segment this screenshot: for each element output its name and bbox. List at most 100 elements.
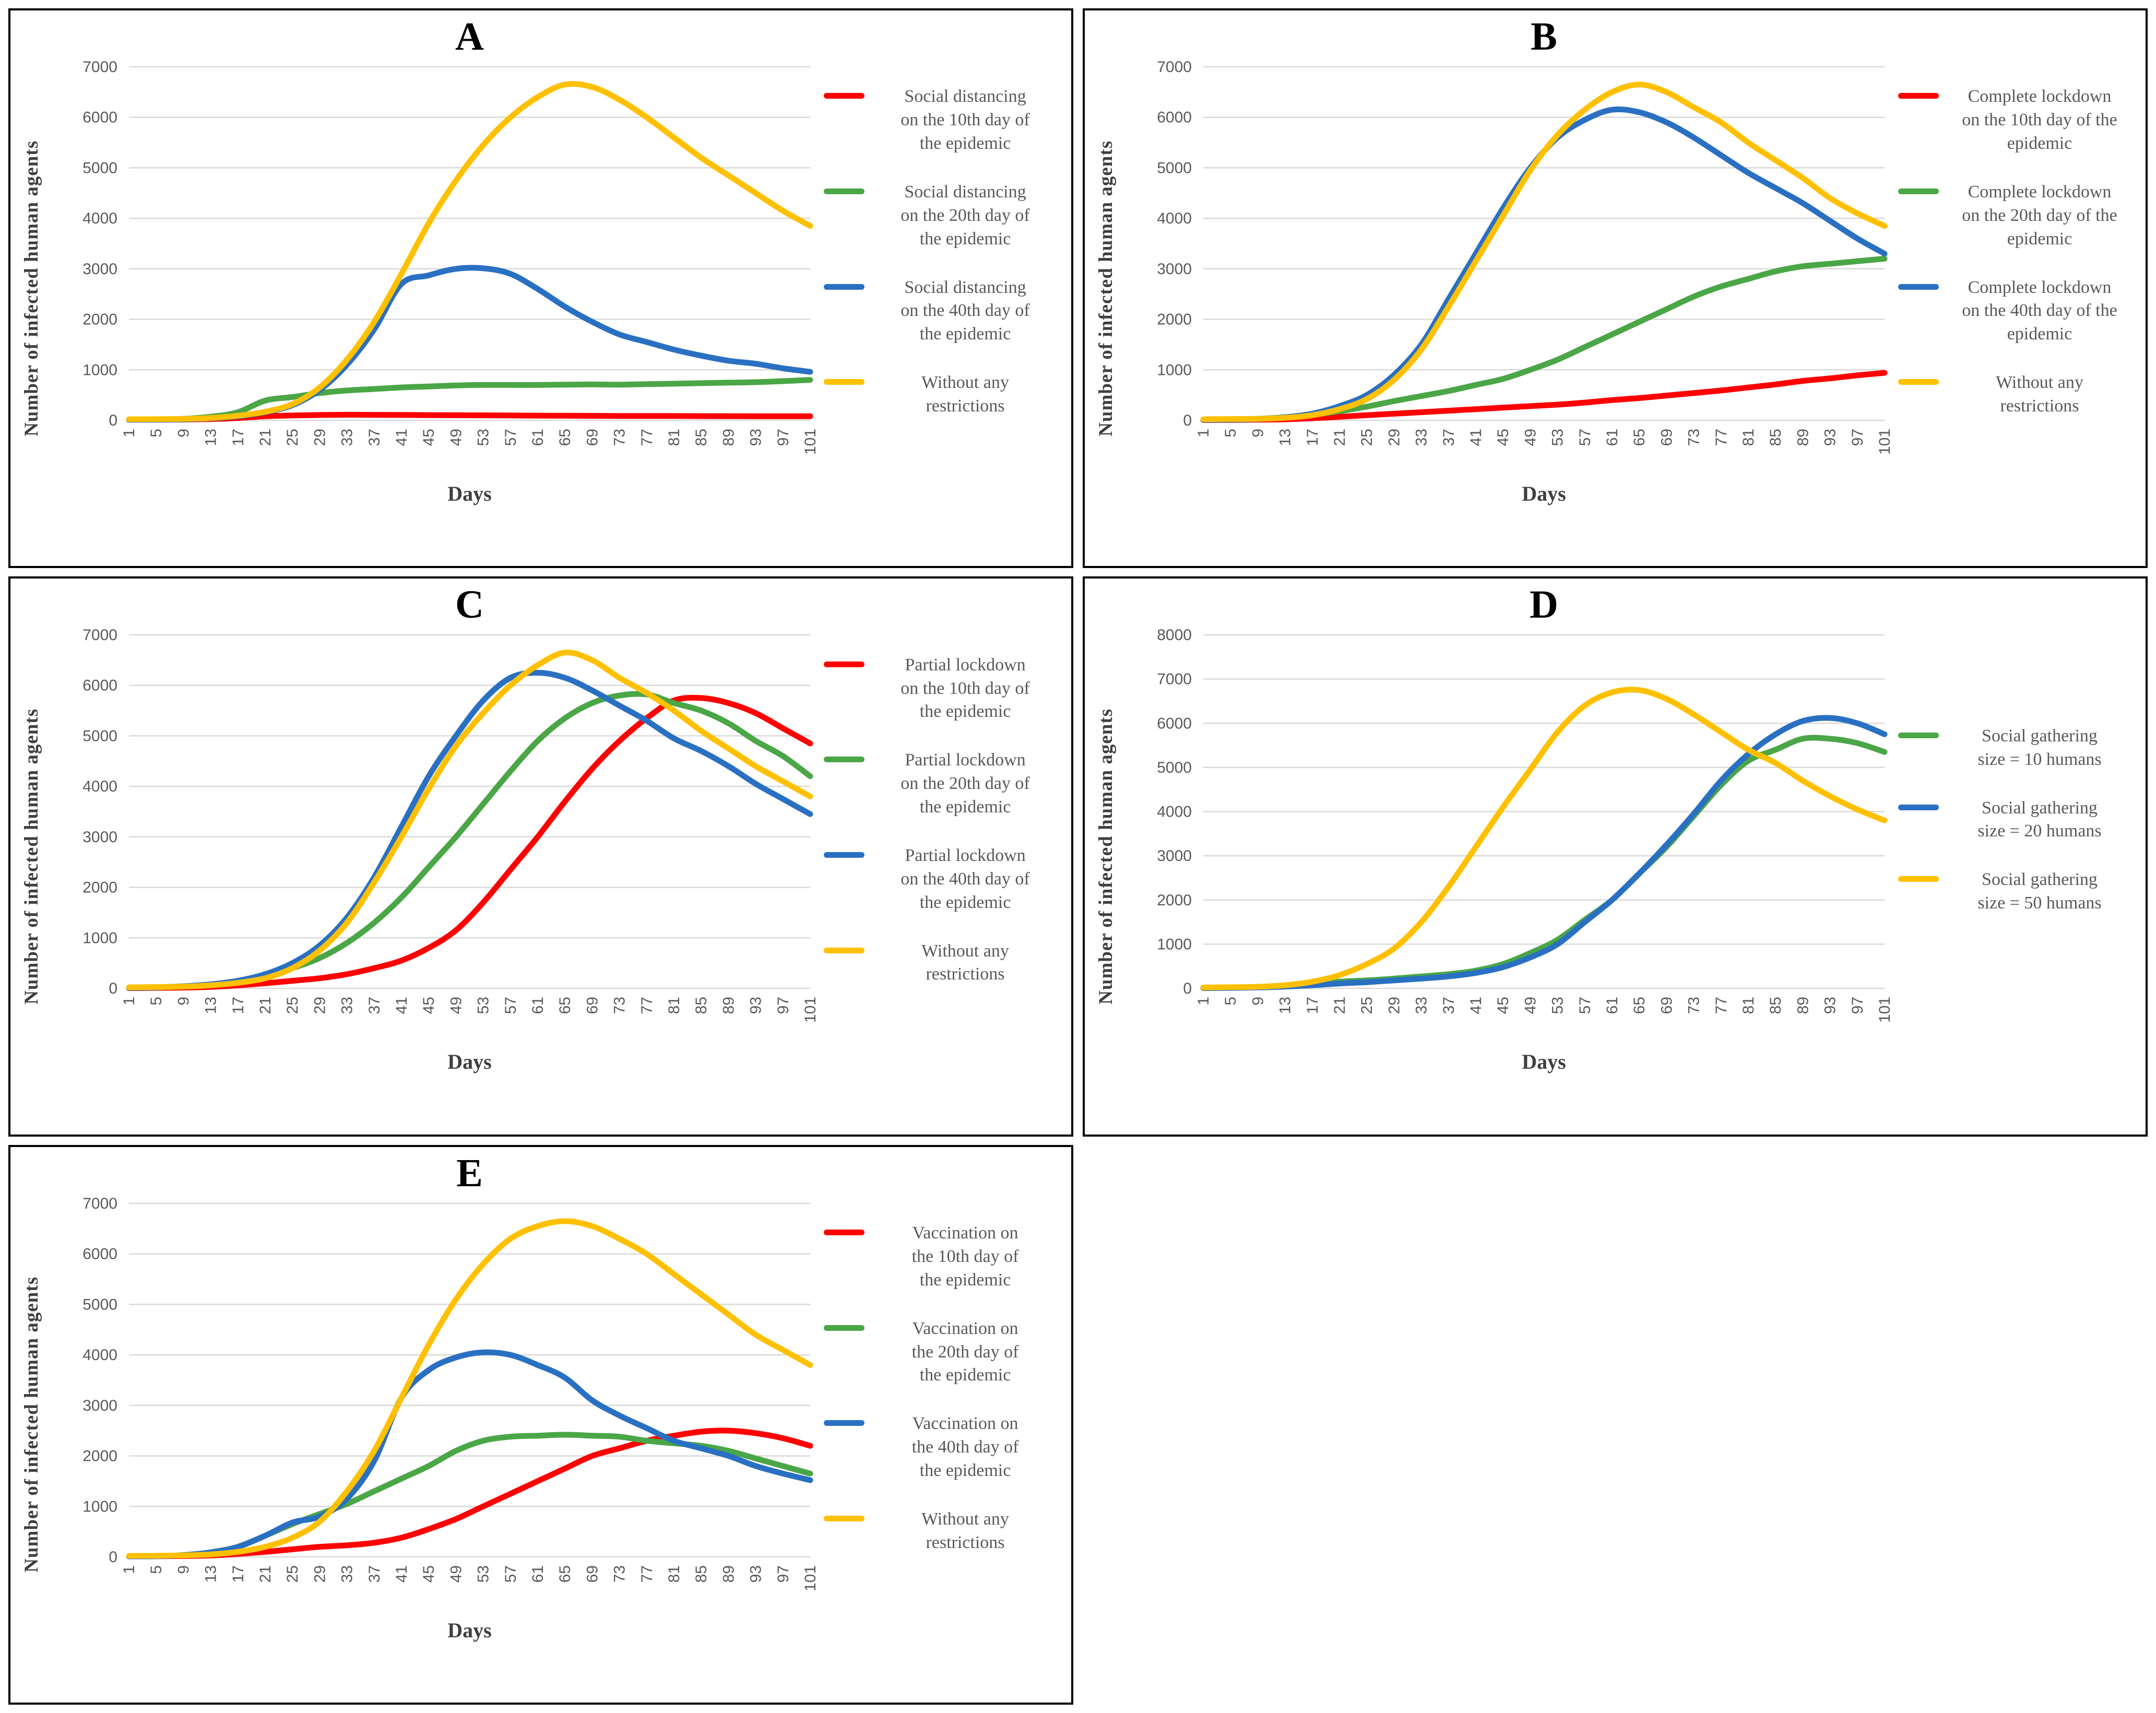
y-tick-label: 7000 [1157, 671, 1192, 688]
x-tick: 101 [802, 1565, 819, 1591]
legend-swatch [824, 661, 864, 667]
x-tick: 17 [1304, 997, 1321, 1014]
x-tick: 37 [366, 997, 383, 1014]
x-tick: 81 [666, 997, 683, 1014]
series-line-2 [1200, 687, 1888, 991]
x-tick: 93 [748, 1565, 765, 1582]
x-tick: 41 [1467, 997, 1485, 1014]
x-tick: 13 [203, 1565, 220, 1582]
x-tick-label: 29 [311, 997, 328, 1014]
x-tick-label: 93 [1822, 997, 1839, 1014]
series-line-1 [1200, 256, 1888, 423]
legend-item: Without any restrictions [824, 1508, 1066, 1555]
chart-canvas-d: 0 1000 2000 3000 4000 5000 6000 7000 8000 1 5 9 13 17… [1157, 627, 1893, 1023]
panel-letter-d: D [1530, 583, 1558, 627]
legend-label: Vaccination on the 40th day of the epide… [911, 1414, 1019, 1481]
legend-item: Social gathering size = 20 humans [1898, 797, 2140, 844]
x-tick-label: 29 [1385, 429, 1403, 446]
x-tick-label: 25 [1358, 429, 1376, 446]
x-tick-label: 85 [693, 997, 710, 1014]
legend-d: Social gathering size = 10 humans Social … [1898, 582, 2143, 1131]
panel-d: Number of infected human agents D 0 1000 2… [1083, 576, 2148, 1137]
x-tick-label: 49 [447, 997, 465, 1014]
legend-label: Complete lockdown on the 10th day of the… [1962, 87, 2117, 153]
legend-swatch [1898, 732, 1939, 738]
legend-swatch [824, 283, 864, 290]
x-tick: 37 [366, 1565, 383, 1582]
y-tick-label: 0 [1183, 412, 1192, 429]
series-line-1 [126, 377, 813, 423]
x-tick: 73 [1686, 997, 1703, 1014]
legend-label: Complete lockdown on the 40th day of the… [1962, 277, 2117, 344]
panel-letter-e: E [456, 1151, 483, 1195]
x-tick-label: 89 [1794, 429, 1811, 446]
legend-label: Without any restrictions [921, 373, 1009, 416]
x-tick-label: 101 [802, 997, 819, 1023]
x-tick-label: 37 [1440, 997, 1458, 1014]
x-tick: 97 [775, 429, 792, 446]
x-tick: 65 [1631, 429, 1648, 446]
x-tick: 65 [556, 429, 574, 446]
y-tick-label: 1000 [82, 1498, 117, 1515]
x-tick: 65 [556, 1565, 574, 1582]
panel-letter-a: A [455, 15, 484, 58]
legend-item: Social distancing on the 40th day of the… [824, 276, 1066, 347]
legend-label: Without any restrictions [921, 1509, 1009, 1552]
x-tick: 1 [121, 1565, 138, 1574]
x-tick-label: 57 [1577, 429, 1594, 446]
x-tick: 65 [1631, 997, 1648, 1014]
x-tick-label: 25 [284, 997, 301, 1014]
x-tick-label: 73 [1686, 997, 1703, 1014]
x-tick-label: 101 [1876, 997, 1893, 1023]
series-line-3 [126, 1218, 813, 1559]
x-tick-label: 89 [720, 1565, 737, 1582]
legend-item: Without any restrictions [1898, 371, 2140, 418]
x-axis-title: Days [447, 1050, 492, 1074]
x-tick: 29 [1385, 429, 1403, 446]
x-tick-label: 1 [121, 1565, 138, 1574]
x-tick: 97 [1849, 997, 1866, 1014]
series-line-3 [126, 81, 813, 422]
x-tick-label: 45 [1495, 997, 1512, 1014]
x-tick: 69 [1658, 429, 1675, 446]
x-tick-label: 1 [1195, 997, 1212, 1006]
series-line-2 [126, 670, 813, 991]
y-tick-label: 4000 [82, 210, 117, 227]
y-tick-label: 7000 [82, 627, 117, 644]
x-tick: 101 [1876, 997, 1893, 1023]
x-tick: 41 [393, 429, 410, 446]
empty-area [1083, 1144, 2148, 1705]
x-tick-label: 37 [1440, 429, 1458, 446]
x-tick-label: 61 [529, 1565, 547, 1582]
x-tick-label: 5 [148, 997, 165, 1006]
x-tick-label: 85 [1767, 429, 1784, 446]
x-tick: 25 [284, 997, 301, 1014]
x-axis-title: Days [1522, 482, 1566, 505]
legend-swatch [824, 1230, 864, 1236]
x-tick-label: 93 [748, 997, 765, 1014]
y-tick-label: 0 [109, 1549, 117, 1566]
x-tick: 85 [693, 997, 710, 1014]
x-tick: 45 [1495, 997, 1512, 1014]
x-tick-label: 77 [638, 997, 656, 1014]
x-tick: 25 [1358, 429, 1376, 446]
x-tick-label: 73 [611, 429, 629, 446]
x-tick-label: 69 [1658, 997, 1675, 1014]
x-tick: 29 [311, 997, 328, 1014]
x-tick: 57 [1577, 997, 1594, 1014]
y-tick-label: 0 [1183, 980, 1192, 997]
x-tick: 57 [502, 429, 519, 446]
x-tick-label: 57 [1577, 997, 1594, 1014]
x-tick-label: 1 [121, 429, 138, 438]
x-tick: 33 [1413, 997, 1430, 1014]
series-line-3 [1200, 81, 1888, 422]
x-tick-label: 25 [284, 429, 301, 446]
x-tick-label: 53 [475, 429, 492, 446]
y-tick-label: 3000 [1157, 261, 1192, 278]
x-tick-label: 41 [393, 429, 410, 446]
x-tick-label: 9 [1249, 997, 1266, 1006]
legend-swatch [824, 947, 864, 953]
x-tick-label: 69 [1658, 429, 1675, 446]
legend-swatch [824, 1515, 864, 1521]
